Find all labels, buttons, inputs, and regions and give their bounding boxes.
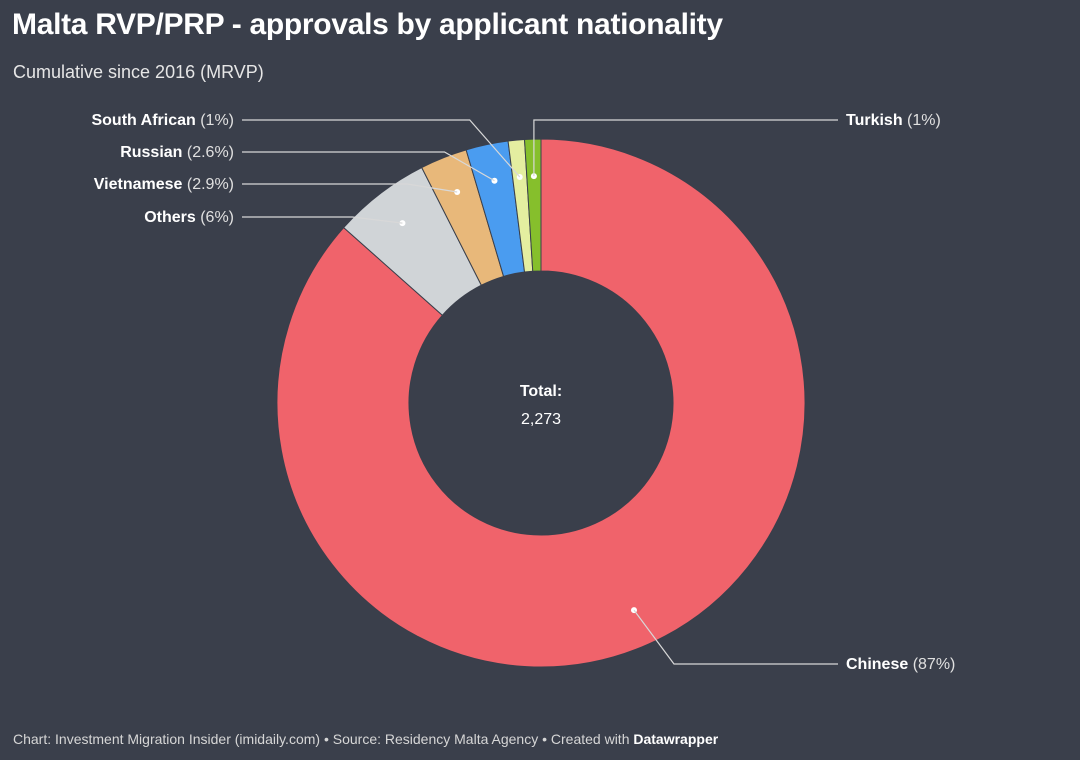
footer-tool: Datawrapper [633, 731, 719, 747]
leader-line-russian [242, 151, 495, 182]
label-leaders [242, 119, 838, 665]
footer-separator: • [538, 731, 551, 747]
label-turkish: Turkish (1%) [846, 112, 941, 129]
label-russian: Russian (2.6%) [120, 144, 234, 161]
footer-chart-credit: Chart: Investment Migration Insider (imi… [13, 731, 321, 747]
leader-line-vietnamese [242, 183, 458, 193]
slice-turkish [523, 138, 542, 272]
leader-line-chinese [633, 609, 838, 665]
footer-source: Source: Residency Malta Agency [332, 731, 539, 747]
label-chinese: Chinese (87%) [846, 656, 955, 673]
chart-footer: Chart: Investment Migration Insider (imi… [13, 731, 718, 747]
center-total-value: 2,273 [521, 411, 561, 428]
slice-chinese [276, 138, 806, 668]
leader-line-south-african [242, 119, 521, 178]
label-vietnamese: Vietnamese (2.9%) [94, 176, 234, 193]
leader-line-turkish [533, 119, 838, 177]
leader-line-others [242, 216, 403, 224]
center-total-label: Total: [520, 383, 562, 400]
label-south-african: South African (1%) [91, 112, 234, 129]
label-others: Others (6%) [144, 209, 234, 226]
slice-labels: Chinese (87%) Others (6%) Vietnamese (2.9%… [91, 112, 955, 673]
footer-created-prefix: Created with [550, 731, 634, 747]
footer-separator: • [320, 731, 333, 747]
donut-slices [276, 138, 806, 668]
chart-title: Malta RVP/PRP - approvals by applicant n… [12, 8, 723, 41]
chart-subtitle: Cumulative since 2016 (MRVP) [13, 62, 264, 82]
